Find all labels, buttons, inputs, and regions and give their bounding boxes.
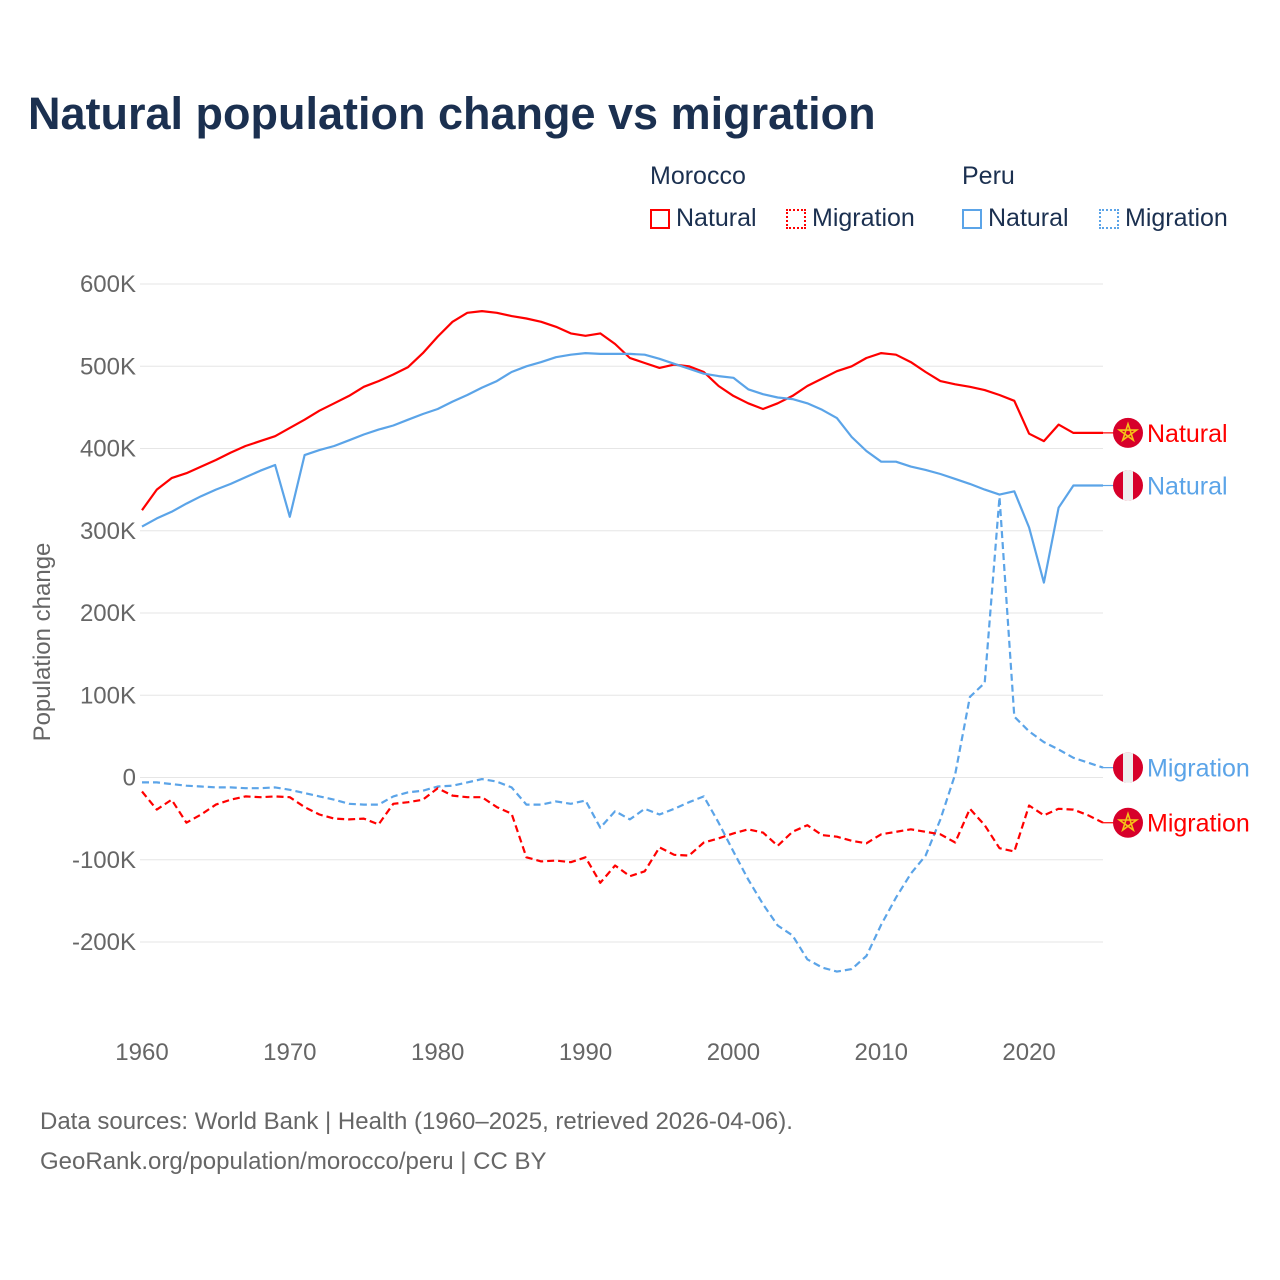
legend-swatch-solid	[962, 208, 982, 229]
legend-label: Migration	[812, 204, 915, 232]
footer-attribution: GeoRank.org/population/morocco/peru | CC…	[40, 1148, 547, 1175]
legend-morocco-natural[interactable]: Natural	[650, 204, 757, 233]
series-line-morocco-migration	[141, 787, 1104, 884]
legend-label: Natural	[988, 204, 1069, 232]
footer-sources: Data sources: World Bank | Health (1960–…	[40, 1108, 793, 1135]
legend-group-morocco: Morocco	[650, 162, 746, 190]
x-tick-label: 1970	[263, 1039, 316, 1066]
end-label: Migration	[1147, 810, 1250, 838]
series-line-peru-natural	[141, 352, 1103, 584]
morocco-flag-icon	[1113, 417, 1143, 448]
y-axis-label: Population change	[29, 543, 56, 742]
y-tick-label: 600K	[80, 271, 136, 298]
y-tick-label: 100K	[80, 682, 136, 709]
peru-flag-icon	[1113, 752, 1143, 783]
x-tick-label: 2010	[855, 1039, 908, 1066]
flag-white	[1123, 470, 1133, 501]
chart-title: Natural population change vs migration	[28, 88, 876, 139]
y-tick-label: -200K	[72, 929, 136, 956]
morocco-flag-icon	[1113, 807, 1143, 838]
star-icon	[1116, 811, 1140, 833]
y-tick-label: -100K	[72, 847, 136, 874]
legend-peru-migration[interactable]: Migration	[1099, 204, 1228, 233]
legend-label: Natural	[676, 204, 757, 232]
y-tick-label: 200K	[80, 600, 136, 627]
series-line-peru-migration	[142, 495, 1104, 973]
x-tick-label: 2020	[1002, 1039, 1055, 1066]
end-label: Migration	[1147, 755, 1250, 783]
legend-swatch-solid	[650, 208, 670, 229]
y-tick-label: 0	[123, 765, 136, 792]
legend-swatch-dotted	[786, 208, 806, 229]
x-tick-label: 2000	[707, 1039, 760, 1066]
x-tick-label: 1960	[115, 1039, 168, 1066]
legend-group-peru: Peru	[962, 162, 1015, 190]
legend-label: Migration	[1125, 204, 1228, 232]
legend-morocco-migration[interactable]: Migration	[786, 204, 915, 233]
y-tick-label: 500K	[80, 353, 136, 380]
star-icon	[1116, 421, 1140, 443]
legend-peru-natural[interactable]: Natural	[962, 204, 1069, 233]
x-tick-label: 1980	[411, 1039, 464, 1066]
end-label: Natural	[1147, 473, 1228, 501]
flag-background	[1113, 807, 1143, 838]
x-tick-label: 1990	[559, 1039, 612, 1066]
end-label: Natural	[1147, 420, 1228, 448]
series-line-morocco-natural	[141, 310, 1103, 511]
y-tick-label: 400K	[80, 436, 136, 463]
legend-swatch-dotted	[1099, 208, 1119, 229]
flag-white	[1123, 752, 1133, 783]
flag-background	[1113, 417, 1143, 448]
peru-flag-icon	[1113, 470, 1143, 501]
y-tick-label: 300K	[80, 518, 136, 545]
